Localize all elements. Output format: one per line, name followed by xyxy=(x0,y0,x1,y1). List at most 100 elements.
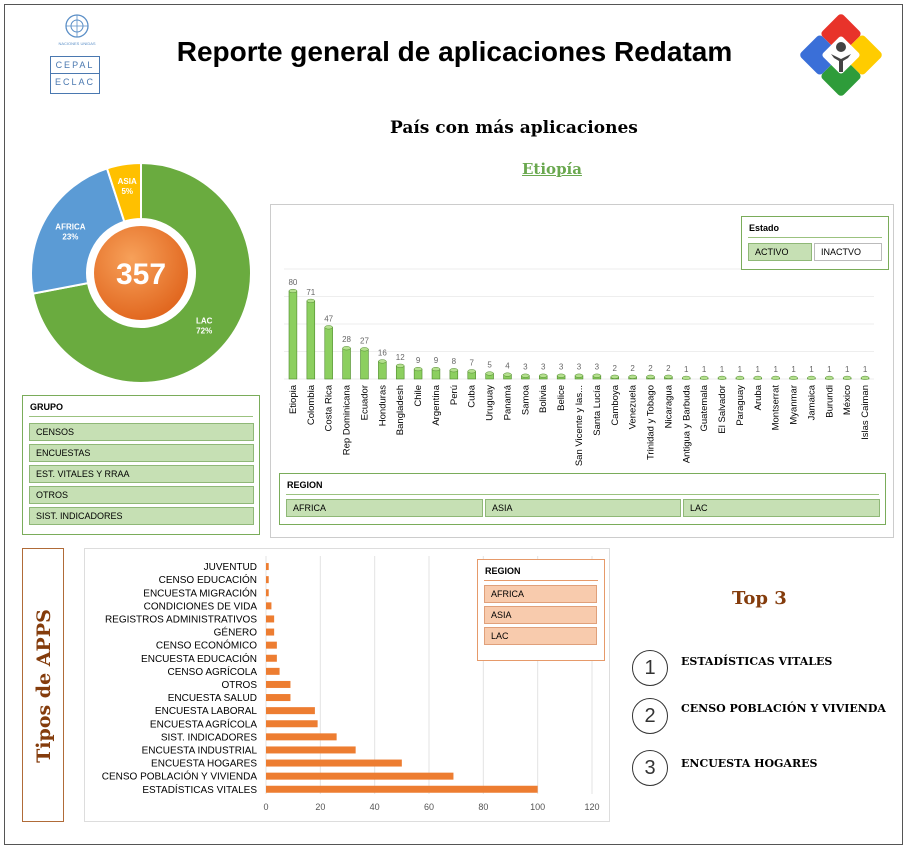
apps-x-tick: 100 xyxy=(530,802,545,812)
country-bar-cap xyxy=(342,346,351,351)
country-value-label: 5 xyxy=(487,361,492,370)
country-value-label: 4 xyxy=(505,362,510,371)
country-tick-label: El Salvador xyxy=(717,385,728,434)
region-bottom-item-asia[interactable]: ASIA xyxy=(484,606,597,624)
cepal-logo: CEPAL ECLAC xyxy=(50,56,100,94)
country-value-label: 2 xyxy=(630,364,635,373)
country-tick-label: Chile xyxy=(413,385,424,407)
country-bar-cap xyxy=(610,374,619,379)
rank-1-circle: 1 xyxy=(632,650,668,686)
report-frame xyxy=(4,4,903,845)
top3-title: Top 3 xyxy=(732,588,787,609)
country-value-label: 1 xyxy=(809,365,814,374)
country-bar-cap xyxy=(771,375,780,380)
donut-label-asia: ASIA xyxy=(118,177,137,186)
country-bar-cap xyxy=(717,375,727,380)
grupo-item-otros[interactable]: OTROS xyxy=(29,486,254,504)
country-tick-label: San Vicente y las... xyxy=(574,385,585,466)
country-tick-label: México xyxy=(842,385,853,415)
apps-x-tick: 60 xyxy=(424,802,434,812)
rank-1-label: ESTADÍSTICAS VITALES xyxy=(681,655,833,668)
country-tick-label: Costa Rica xyxy=(324,384,335,431)
country-bar-cap xyxy=(306,298,316,303)
country-bar-cap xyxy=(467,369,476,374)
grupo-slicer-title: GRUPO xyxy=(30,402,64,412)
estado-slicer-title: Estado xyxy=(749,223,780,233)
apps-category-label: ENCUESTA EDUCACIÓN xyxy=(141,652,257,665)
country-bar xyxy=(324,327,333,380)
country-bar-cap xyxy=(574,373,584,378)
grupo-item-est-vitales[interactable]: EST. VITALES Y RRAA xyxy=(29,465,254,483)
grupo-slicer: GRUPO CENSOS ENCUESTAS EST. VITALES Y RR… xyxy=(22,395,260,535)
country-bar-cap xyxy=(699,375,709,380)
region-bottom-item-africa[interactable]: AFRICA xyxy=(484,585,597,603)
estado-item-activo[interactable]: ACTIVO xyxy=(748,243,812,261)
country-bar-cap xyxy=(324,325,333,330)
country-bar-cap xyxy=(646,374,655,379)
apps-bar xyxy=(266,602,272,610)
country-value-label: 12 xyxy=(396,353,405,362)
country-value-label: 9 xyxy=(434,356,439,365)
country-bar-cap xyxy=(288,288,298,294)
region-top-item-lac[interactable]: LAC xyxy=(683,499,880,517)
country-tick-label: Rep Dominicana xyxy=(342,384,353,455)
cepal-text: CEPAL xyxy=(51,57,99,74)
apps-chart-panel xyxy=(84,548,610,822)
apps-type-side-title: Tipos de APPS xyxy=(22,548,64,822)
apps-x-tick: 20 xyxy=(315,802,325,812)
country-bar-cap xyxy=(485,371,494,376)
top-country-heading: País con más aplicaciones xyxy=(390,118,638,138)
country-bar xyxy=(360,349,369,380)
country-tick-label: Etiopia xyxy=(288,384,299,414)
apps-category-label: ENCUESTA HOGARES xyxy=(151,759,257,770)
apps-bar xyxy=(266,628,275,636)
apps-x-tick: 80 xyxy=(478,802,488,812)
divider xyxy=(29,416,253,417)
donut-total: 357 xyxy=(116,258,166,291)
apps-category-label: CENSO POBLACIÓN Y VIVIENDA xyxy=(102,770,258,783)
country-bar-cap xyxy=(664,374,673,379)
estado-item-inactivo[interactable]: INACTVO xyxy=(814,243,882,261)
apps-bar xyxy=(266,694,291,702)
country-tick-label: Myanmar xyxy=(789,385,800,425)
grupo-item-encuestas[interactable]: ENCUESTAS xyxy=(29,444,254,462)
apps-bar xyxy=(266,615,275,623)
country-tick-label: Montserrat xyxy=(771,385,782,431)
country-tick-label: Belice xyxy=(556,385,567,411)
country-bar xyxy=(378,361,387,380)
region-top-item-asia[interactable]: ASIA xyxy=(485,499,681,517)
apps-bar xyxy=(266,746,356,754)
country-tick-label: Colombia xyxy=(306,384,317,425)
grupo-item-sist-indicadores[interactable]: SIST. INDICADORES xyxy=(29,507,254,525)
grupo-item-censos[interactable]: CENSOS xyxy=(29,423,254,441)
country-value-label: 47 xyxy=(324,314,333,323)
country-tick-label: Burundi xyxy=(824,385,835,418)
country-tick-label: Samoa xyxy=(520,384,531,415)
region-top-item-africa[interactable]: AFRICA xyxy=(286,499,483,517)
rank-2-circle: 2 xyxy=(632,698,668,734)
apps-x-tick: 120 xyxy=(584,802,599,812)
country-value-label: 3 xyxy=(559,363,564,372)
country-value-label: 7 xyxy=(470,358,475,367)
region-bottom-item-lac[interactable]: LAC xyxy=(484,627,597,645)
apps-x-tick: 0 xyxy=(263,802,268,812)
country-value-label: 28 xyxy=(342,335,351,344)
un-text: NACIONES UNIDAS xyxy=(58,41,95,46)
rank-3-circle: 3 xyxy=(632,750,668,786)
country-bar xyxy=(342,347,351,380)
country-value-label: 1 xyxy=(773,365,778,374)
country-bar xyxy=(288,290,298,380)
country-bar-cap xyxy=(842,375,852,380)
country-value-label: 2 xyxy=(648,364,653,373)
country-bar-cap xyxy=(449,368,459,373)
country-bar-cap xyxy=(735,375,745,380)
country-tick-label: Ecuador xyxy=(359,385,370,420)
country-value-label: 1 xyxy=(738,365,743,374)
donut-center xyxy=(94,226,188,320)
country-bar-cap xyxy=(789,375,798,380)
divider xyxy=(748,237,882,238)
country-value-label: 1 xyxy=(863,365,868,374)
